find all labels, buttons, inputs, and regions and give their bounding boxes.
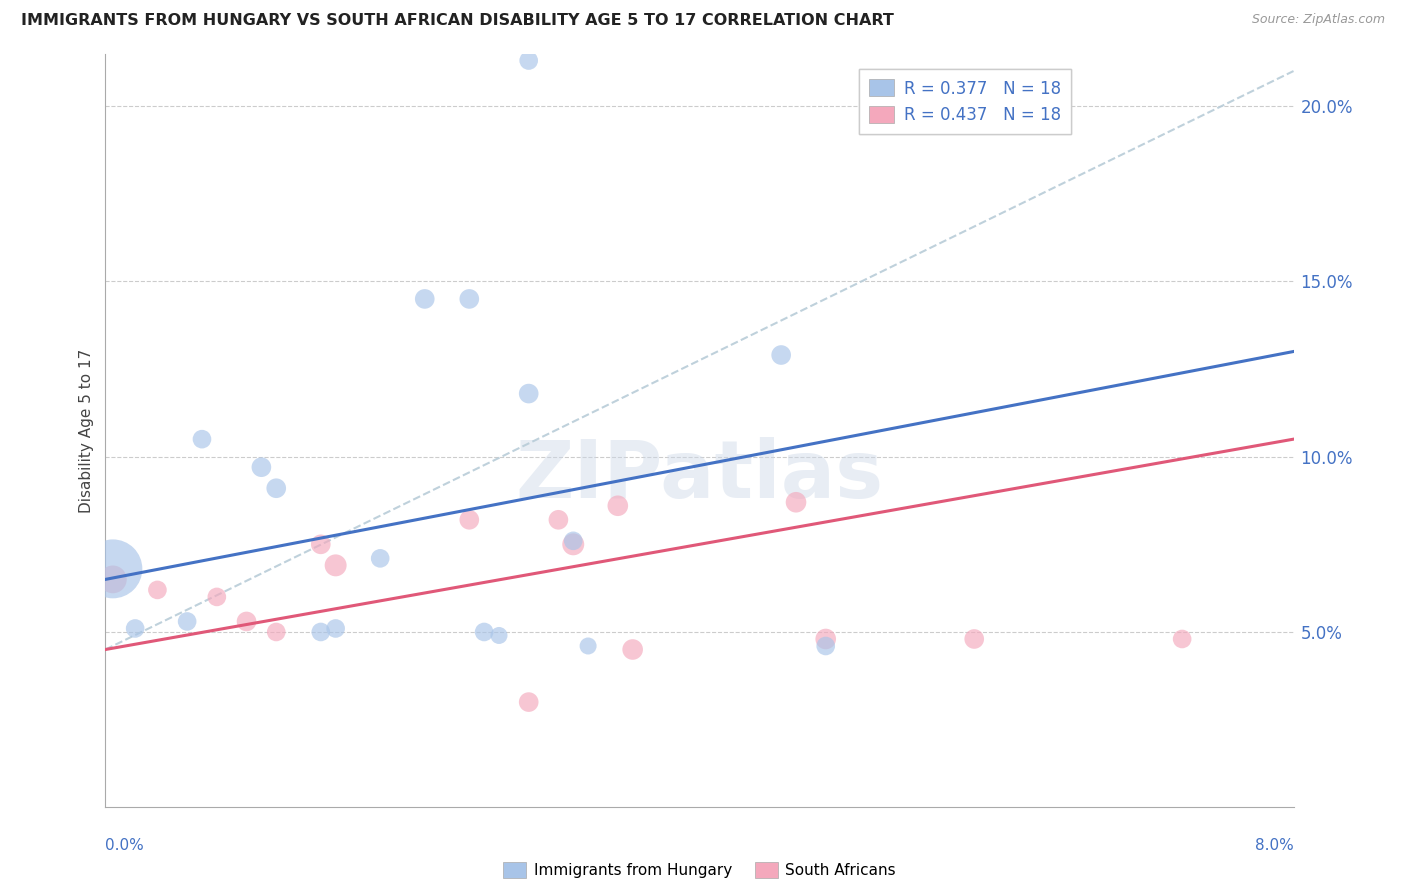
Point xyxy=(413,292,436,306)
Text: Source: ZipAtlas.com: Source: ZipAtlas.com xyxy=(1251,13,1385,27)
Point xyxy=(101,573,124,587)
Point xyxy=(146,582,169,597)
Point xyxy=(547,513,569,527)
Legend: R = 0.377   N = 18, R = 0.437   N = 18: R = 0.377 N = 18, R = 0.437 N = 18 xyxy=(859,70,1071,134)
Point xyxy=(517,695,540,709)
Point xyxy=(472,624,495,639)
Point xyxy=(309,537,332,551)
Point xyxy=(562,537,585,551)
Point xyxy=(176,615,198,629)
Point xyxy=(488,628,510,642)
Point xyxy=(517,54,540,68)
Point xyxy=(124,622,146,636)
Point xyxy=(621,642,644,657)
Point xyxy=(368,551,391,566)
Point xyxy=(264,624,287,639)
Text: IMMIGRANTS FROM HUNGARY VS SOUTH AFRICAN DISABILITY AGE 5 TO 17 CORRELATION CHAR: IMMIGRANTS FROM HUNGARY VS SOUTH AFRICAN… xyxy=(21,13,894,29)
Point xyxy=(250,460,273,475)
Point xyxy=(235,615,257,629)
Point xyxy=(325,558,347,573)
Point xyxy=(785,495,807,509)
Point xyxy=(814,639,837,653)
Text: ZIPatlas: ZIPatlas xyxy=(516,436,883,515)
Point xyxy=(562,533,585,548)
Point xyxy=(963,632,986,646)
Point xyxy=(264,481,287,495)
Point xyxy=(1334,299,1357,313)
Text: 0.0%: 0.0% xyxy=(105,838,145,854)
Point xyxy=(191,432,214,446)
Text: 8.0%: 8.0% xyxy=(1254,838,1294,854)
Point xyxy=(517,386,540,401)
Point xyxy=(1171,632,1194,646)
Point xyxy=(458,292,481,306)
Point xyxy=(205,590,228,604)
Point xyxy=(814,632,837,646)
Point xyxy=(309,624,332,639)
Point xyxy=(101,562,124,576)
Y-axis label: Disability Age 5 to 17: Disability Age 5 to 17 xyxy=(79,348,94,513)
Point xyxy=(576,639,599,653)
Point xyxy=(770,348,793,362)
Point xyxy=(325,622,347,636)
Point xyxy=(458,513,481,527)
Point xyxy=(606,499,628,513)
